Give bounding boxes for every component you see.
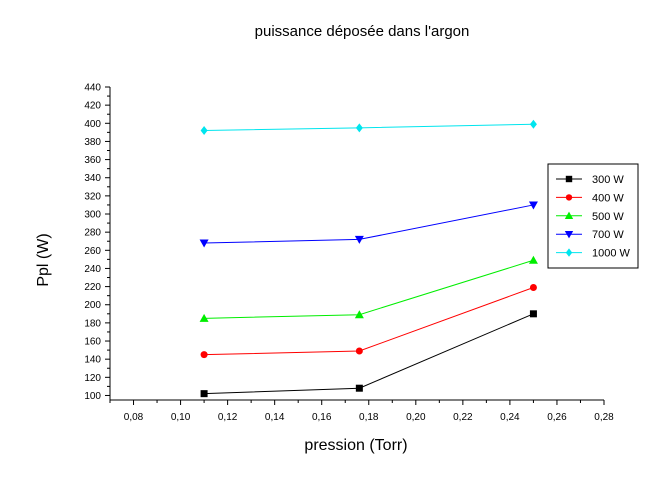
- y-tick-label: 320: [84, 191, 101, 202]
- legend-label: 300 W: [592, 174, 624, 186]
- data-point: [354, 310, 364, 319]
- series-layer: [199, 119, 538, 398]
- x-tick-label: 0,14: [265, 412, 285, 423]
- data-point: [529, 284, 537, 292]
- y-tick-label: 160: [84, 337, 101, 348]
- legend-item: 1000 W: [556, 248, 631, 260]
- x-axis-label: pression (Torr): [304, 437, 407, 454]
- y-tick-label: 200: [84, 300, 101, 311]
- data-point: [355, 384, 363, 392]
- data-point: [528, 201, 538, 210]
- data-point: [354, 235, 364, 244]
- x-tick-label: 0,10: [171, 412, 191, 423]
- axes: 0,08 0,10 0,12 0,14 0,16 0,18 0,20 0,22 0,24 0,26…: [84, 83, 614, 424]
- legend: 300 W 400 W 500 W 700 W 1000 W: [547, 163, 639, 269]
- series-line: [204, 123, 534, 132]
- data-point: [529, 310, 537, 318]
- x-tick-label: 0,12: [218, 412, 238, 423]
- data-point: [200, 351, 208, 359]
- series-1: [200, 284, 537, 359]
- y-tick-label: 340: [84, 173, 101, 184]
- y-tick-label: 100: [84, 391, 101, 402]
- series-line: [204, 204, 534, 244]
- legend-marker: [564, 231, 574, 239]
- y-tick-label: 420: [84, 101, 101, 112]
- y-axis-label: Ppl (W): [35, 233, 52, 286]
- y-tick-label: 440: [84, 83, 101, 94]
- legend-label: 500 W: [592, 211, 624, 223]
- x-tick-label: 0,24: [500, 412, 520, 423]
- x-tick-label: 0,20: [406, 412, 426, 423]
- data-point: [529, 119, 537, 129]
- legend-item: 500 W: [556, 211, 624, 223]
- y-tick-label: 300: [84, 210, 101, 221]
- y-tick-label: 140: [84, 355, 101, 366]
- x-tick-label: 0,16: [312, 412, 332, 423]
- y-tick-label: 360: [84, 155, 101, 166]
- y-tick-label: 220: [84, 282, 101, 293]
- data-point: [199, 313, 209, 322]
- legend-label: 700 W: [592, 229, 624, 241]
- y-tick-label: 260: [84, 246, 101, 257]
- legend-marker: [565, 194, 573, 201]
- legend-item: 400 W: [556, 192, 624, 204]
- legend-label: 1000 W: [592, 248, 631, 260]
- y-tick-label: 400: [84, 119, 101, 130]
- data-point: [355, 347, 363, 355]
- y-tick-label: 240: [84, 264, 101, 275]
- series-3: [199, 201, 538, 248]
- x-tick-label: 0,26: [547, 412, 567, 423]
- data-point: [200, 126, 208, 136]
- y-tick-label: 180: [84, 318, 101, 329]
- y-tick-label: 120: [84, 373, 101, 384]
- series-0: [200, 310, 537, 398]
- series-line: [204, 259, 534, 319]
- chart-title: puissance déposée dans l'argon: [255, 23, 470, 40]
- legend-item: 300 W: [556, 174, 624, 186]
- legend-marker: [565, 175, 573, 183]
- legend-marker: [564, 211, 574, 219]
- legend-label: 400 W: [592, 192, 624, 204]
- series-2: [199, 255, 538, 322]
- data-point: [200, 390, 208, 398]
- series-line: [204, 287, 534, 356]
- x-tick-label: 0,08: [124, 412, 144, 423]
- legend-item: 700 W: [556, 229, 624, 241]
- x-tick-label: 0,18: [359, 412, 379, 423]
- x-tick-label: 0,22: [453, 412, 473, 423]
- y-tick-label: 280: [84, 228, 101, 239]
- legend-marker: [565, 248, 573, 257]
- data-point: [528, 255, 538, 264]
- x-tick-label: 0,28: [594, 412, 614, 423]
- data-point: [355, 123, 363, 133]
- y-tick-label: 380: [84, 137, 101, 148]
- series-4: [200, 119, 537, 136]
- data-point: [199, 239, 209, 248]
